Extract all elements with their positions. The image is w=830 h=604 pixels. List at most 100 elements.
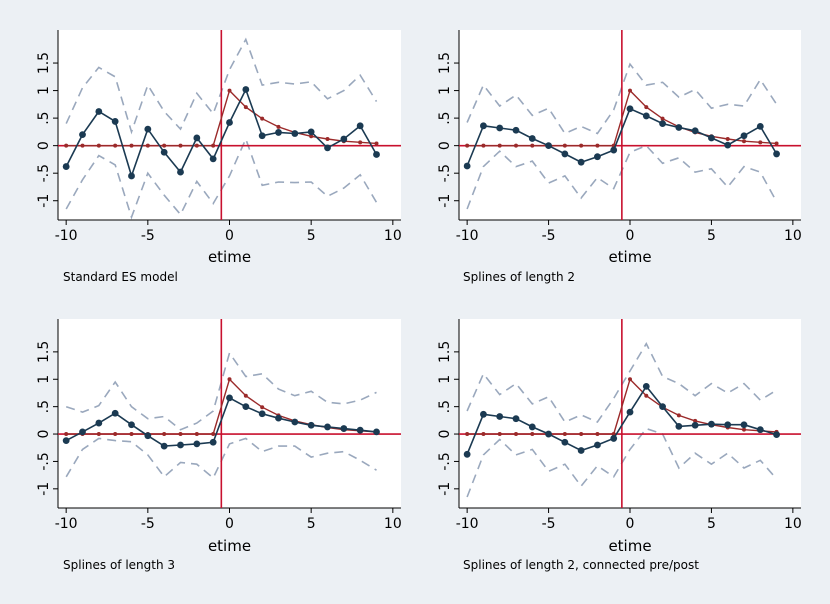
panel-caption: Splines of length 3: [63, 558, 175, 572]
estimate-point: [324, 144, 331, 152]
true-effect-point: [530, 432, 535, 437]
estimate-point: [561, 150, 569, 158]
estimate-point: [79, 131, 86, 139]
x-tick-label: -10: [55, 228, 78, 244]
estimate-point: [675, 422, 683, 430]
estimate-point: [577, 158, 585, 166]
true-effect-point: [243, 393, 248, 398]
true-effect-point: [481, 143, 486, 148]
x-tick-label: 10: [784, 516, 802, 532]
estimate-point: [242, 403, 250, 411]
true-effect-point: [64, 143, 69, 148]
estimate-point: [258, 410, 266, 418]
estimate-point: [291, 418, 299, 426]
estimate-point: [340, 425, 348, 432]
true-effect-point: [514, 432, 518, 437]
y-tick-label: 0: [36, 430, 52, 439]
estimate-point: [708, 420, 715, 428]
x-tick-label: -10: [456, 228, 479, 244]
estimate-point: [626, 408, 634, 416]
panel-3: -1 -.5 0 .5 1 1.5 -10 -5 0 5 10 etime Splines of len…: [36, 319, 402, 572]
true-effect-point: [562, 143, 567, 148]
true-effect-point: [497, 143, 502, 148]
estimate-point: [659, 403, 666, 411]
estimate-point: [307, 421, 315, 429]
estimate-point: [193, 440, 201, 448]
x-tick-label: 5: [707, 516, 716, 532]
estimate-point: [675, 124, 683, 131]
x-tick-label: 5: [307, 228, 316, 244]
y-tick-label: .5: [437, 400, 453, 413]
true-effect-point: [227, 377, 232, 382]
estimate-point: [545, 430, 552, 438]
estimate-point: [62, 163, 70, 170]
x-tick-label: 5: [307, 516, 316, 532]
estimate-point: [740, 132, 748, 140]
estimate-point: [642, 382, 650, 390]
panel-caption: Splines of length 2, connected pre/post: [463, 558, 699, 572]
estimate-point: [193, 134, 201, 142]
estimate-point: [773, 431, 780, 438]
estimate-line: [65, 87, 378, 179]
estimate-point: [610, 146, 618, 154]
true-effect-point: [276, 124, 281, 129]
true-effect-point: [243, 105, 248, 110]
x-tick-label: 0: [225, 228, 234, 244]
y-tick-label: -.5: [437, 164, 453, 182]
estimate-point: [773, 150, 780, 158]
estimate-point: [577, 447, 585, 454]
x-tick-label: -5: [141, 516, 155, 532]
estimate-point: [642, 112, 650, 120]
true-effect-point: [465, 143, 470, 148]
y-tick-label: 1: [36, 86, 52, 95]
y-tick-label: -1: [36, 482, 52, 496]
estimate-point: [275, 129, 282, 136]
true-effect-point: [113, 432, 118, 437]
estimate-point: [62, 437, 70, 445]
true-effect-line: [66, 89, 377, 147]
y-tick-label: -1: [437, 194, 453, 208]
estimate-point: [724, 141, 732, 149]
x-axis-title: etime: [608, 537, 651, 555]
estimate-point: [480, 410, 487, 418]
x-tick-label: -10: [55, 516, 78, 532]
true-effect-line: [467, 89, 777, 147]
y-tick-label: .5: [36, 400, 52, 413]
estimate-point: [144, 125, 152, 133]
true-effect-point: [96, 143, 101, 148]
x-tick-label: 0: [626, 516, 635, 532]
estimate-point: [626, 105, 634, 113]
estimate-point: [307, 128, 315, 136]
x-tick-label: -5: [542, 228, 556, 244]
estimate-point: [291, 130, 299, 137]
true-effect-line: [467, 377, 777, 435]
estimate-point: [496, 413, 504, 420]
true-effect-point: [628, 88, 632, 93]
estimate-point: [561, 438, 569, 446]
true-effect-point: [758, 140, 763, 145]
estimate-point: [144, 432, 152, 440]
x-tick-label: 0: [225, 516, 234, 532]
true-effect-point: [644, 105, 649, 110]
estimate-point: [691, 421, 699, 429]
true-effect-point: [481, 432, 486, 437]
estimate-point: [496, 124, 504, 132]
estimate-point: [594, 153, 601, 161]
estimate-point: [756, 122, 764, 130]
y-tick-label: 1: [437, 375, 453, 384]
estimate-point: [209, 155, 217, 163]
panel-caption: Splines of length 2: [463, 270, 575, 284]
true-effect-point: [374, 141, 379, 146]
estimate-point: [160, 442, 168, 450]
true-effect-point: [325, 137, 330, 142]
estimate-point: [691, 127, 699, 135]
y-tick-label: -.5: [36, 452, 52, 470]
y-tick-label: 1: [437, 86, 453, 95]
estimate-point: [545, 142, 552, 150]
estimate-point: [128, 421, 135, 429]
x-tick-label: 5: [707, 228, 716, 244]
estimate-point: [226, 394, 233, 402]
true-effect-point: [595, 143, 600, 148]
panel-2: -1 -.5 0 .5 1 1.5 -10 -5 0 5 10 etime Splines of len…: [437, 30, 802, 284]
estimate-point: [209, 438, 217, 446]
